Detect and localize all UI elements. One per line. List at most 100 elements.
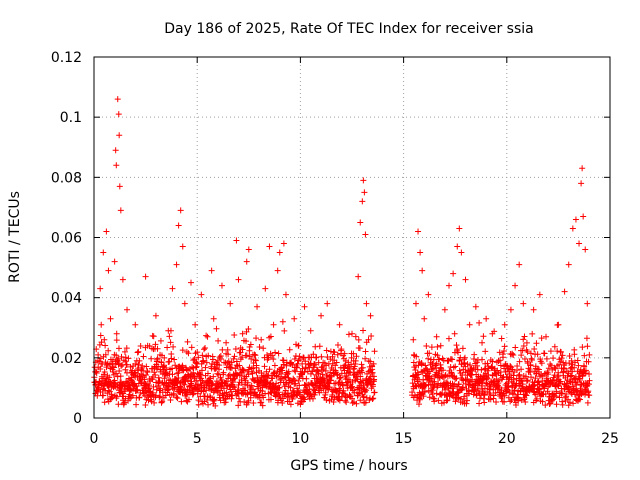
data-point bbox=[223, 339, 230, 346]
data-point bbox=[295, 342, 302, 349]
data-point bbox=[484, 375, 491, 382]
data-point bbox=[329, 353, 336, 360]
data-point bbox=[273, 380, 280, 387]
data-point bbox=[116, 132, 123, 139]
data-point bbox=[462, 276, 469, 283]
data-point bbox=[235, 395, 242, 402]
data-point bbox=[158, 358, 165, 365]
data-point bbox=[283, 379, 290, 386]
chart-title: Day 186 of 2025, Rate Of TEC Index for r… bbox=[164, 21, 533, 37]
data-point bbox=[557, 378, 564, 385]
data-point bbox=[93, 369, 100, 376]
data-point bbox=[188, 378, 195, 385]
data-point bbox=[132, 361, 139, 368]
data-point bbox=[195, 401, 202, 408]
data-point bbox=[232, 345, 239, 352]
data-point bbox=[297, 401, 304, 408]
data-point bbox=[202, 364, 209, 371]
data-point bbox=[256, 343, 263, 350]
x-tick-label: 10 bbox=[291, 431, 309, 447]
data-point bbox=[523, 346, 530, 353]
data-point bbox=[461, 360, 468, 367]
data-point bbox=[173, 394, 180, 401]
data-point bbox=[322, 389, 329, 396]
data-point bbox=[452, 375, 459, 382]
data-point bbox=[585, 358, 592, 365]
data-point bbox=[252, 352, 259, 359]
data-point bbox=[266, 366, 273, 373]
data-point bbox=[353, 400, 360, 407]
data-point bbox=[547, 348, 554, 355]
data-point bbox=[353, 353, 360, 360]
data-point bbox=[355, 273, 362, 280]
data-point bbox=[239, 330, 246, 337]
data-point bbox=[141, 392, 148, 399]
data-point bbox=[423, 342, 430, 349]
data-point bbox=[211, 396, 218, 403]
data-point bbox=[172, 362, 179, 369]
data-point bbox=[553, 401, 560, 408]
data-point bbox=[249, 370, 256, 377]
data-point bbox=[542, 402, 549, 409]
data-point bbox=[262, 285, 269, 292]
data-point bbox=[97, 285, 104, 292]
data-point bbox=[455, 381, 462, 388]
data-point bbox=[260, 394, 267, 401]
data-point bbox=[150, 383, 157, 390]
plot-frame bbox=[93, 56, 611, 419]
data-point bbox=[501, 343, 508, 350]
data-point bbox=[561, 288, 568, 295]
data-point bbox=[113, 352, 120, 359]
data-point bbox=[512, 282, 519, 289]
data-point bbox=[123, 378, 130, 385]
data-point bbox=[446, 282, 453, 289]
data-point bbox=[523, 339, 530, 346]
data-point bbox=[559, 390, 566, 397]
data-point bbox=[489, 358, 496, 365]
data-point bbox=[119, 276, 126, 283]
data-point bbox=[189, 391, 196, 398]
data-point bbox=[451, 330, 458, 337]
data-point bbox=[239, 366, 246, 373]
data-point bbox=[131, 369, 138, 376]
data-point bbox=[558, 349, 565, 356]
x-tick-label: 5 bbox=[193, 431, 202, 447]
data-point bbox=[188, 279, 195, 286]
data-point bbox=[454, 243, 461, 250]
data-point bbox=[422, 382, 429, 389]
data-point bbox=[433, 360, 440, 367]
data-point bbox=[115, 345, 122, 352]
data-point bbox=[444, 397, 451, 404]
data-point bbox=[500, 348, 507, 355]
data-point bbox=[447, 355, 454, 362]
data-point bbox=[506, 370, 513, 377]
data-point bbox=[167, 327, 174, 334]
data-point bbox=[323, 385, 330, 392]
data-point bbox=[135, 348, 142, 355]
data-point bbox=[100, 249, 107, 256]
data-point bbox=[328, 373, 335, 380]
data-point bbox=[530, 306, 537, 313]
data-point bbox=[367, 312, 374, 319]
data-point bbox=[512, 401, 519, 408]
data-point bbox=[123, 345, 130, 352]
data-point bbox=[358, 361, 365, 368]
data-point bbox=[156, 378, 163, 385]
data-point bbox=[512, 344, 519, 351]
x-tick-label: 25 bbox=[601, 431, 619, 447]
data-point bbox=[202, 345, 209, 352]
data-point bbox=[434, 352, 441, 359]
data-point bbox=[541, 350, 548, 357]
data-point bbox=[360, 327, 367, 334]
data-point bbox=[116, 183, 123, 190]
data-point bbox=[417, 249, 424, 256]
data-point bbox=[415, 371, 422, 378]
data-point bbox=[185, 396, 192, 403]
data-point bbox=[322, 367, 329, 374]
data-point bbox=[194, 381, 201, 388]
data-point bbox=[423, 365, 430, 372]
data-point bbox=[272, 349, 279, 356]
data-point bbox=[352, 357, 359, 364]
data-point bbox=[409, 380, 416, 387]
data-point bbox=[518, 352, 525, 359]
